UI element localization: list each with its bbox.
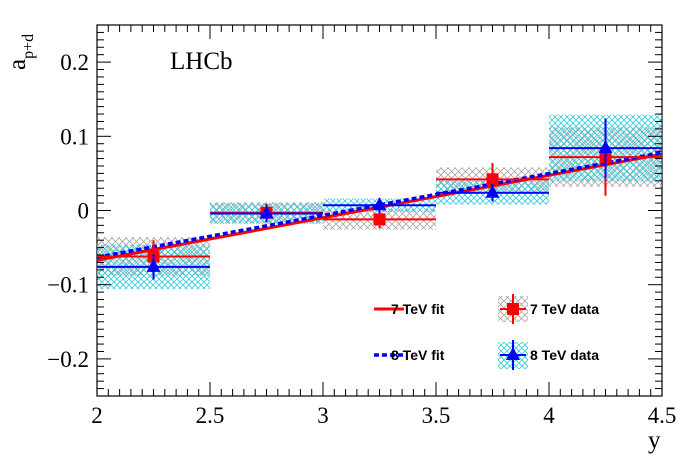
legend: 7 TeV fit 7 TeV data 8 TeV fit 8 TeV dat… [374, 294, 599, 370]
y-axis-title-main: a [4, 59, 31, 70]
x-tick-label: 4 [543, 403, 555, 428]
x-tick-label: 3 [317, 403, 329, 428]
data-point-7tev [373, 213, 386, 226]
data-points [97, 118, 662, 280]
legend-7tev-fit-label: 7 TeV fit [391, 301, 445, 317]
data-point-8tev [598, 140, 613, 154]
legend-8tev-data-label: 8 TeV data [530, 347, 599, 363]
tick-labels: 2 2.5 3 3.5 4 4.5 −0.2 −0.1 0 0.1 0.2 [47, 50, 676, 428]
data-point-8tev [485, 184, 500, 198]
x-axis-title: y [648, 427, 661, 454]
y-tick-label: −0.1 [47, 273, 89, 298]
data-point-8tev [146, 258, 161, 272]
data-point-8tev [372, 197, 387, 211]
legend-8tev-data-marker [506, 347, 520, 360]
y-axis-title-sub: p+d [20, 34, 37, 59]
legend-7tev-data-marker [507, 303, 519, 315]
legend-8tev-fit-label: 8 TeV fit [391, 347, 445, 363]
experiment-label: LHCb [170, 48, 233, 75]
y-tick-label: 0 [78, 199, 90, 224]
y-axis-title: ap+d [4, 34, 37, 70]
x-tick-label: 4.5 [648, 403, 677, 428]
data-point-7tev [486, 173, 499, 186]
y-tick-label: −0.2 [47, 347, 89, 372]
y-tick-label: 0.1 [60, 124, 89, 149]
data-point-8tev [259, 205, 274, 219]
svg-text:ap+d: ap+d [4, 34, 37, 70]
axis-ticks [96, 24, 663, 397]
legend-7tev-data-label: 7 TeV data [530, 301, 599, 317]
y-tick-label: 0.2 [60, 50, 89, 75]
x-tick-label: 2 [91, 403, 103, 428]
x-tick-label: 3.5 [422, 403, 451, 428]
x-tick-label: 2.5 [196, 403, 225, 428]
